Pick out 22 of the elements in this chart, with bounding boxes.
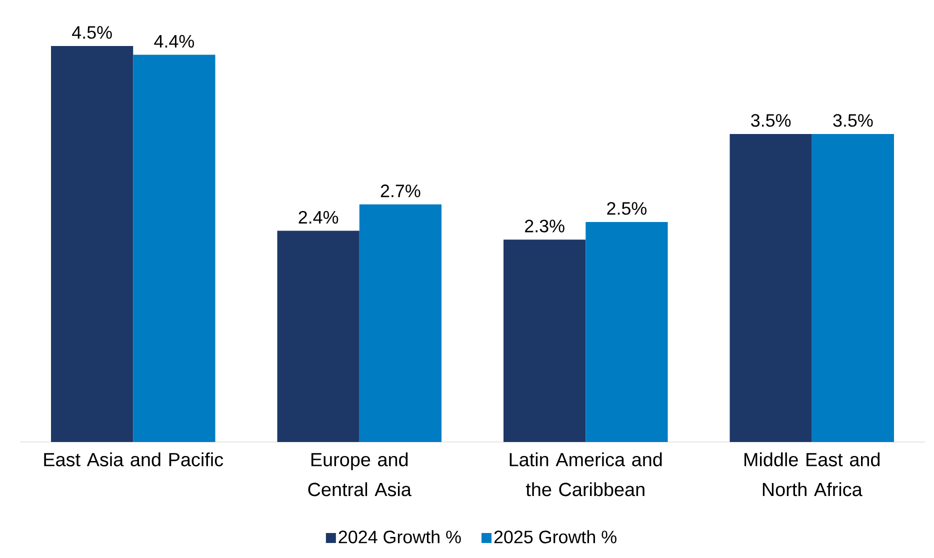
bar: [504, 240, 586, 442]
bar: [359, 204, 442, 442]
bar: [133, 54, 216, 442]
legend-label: 2024 Growth %: [338, 530, 461, 544]
data-label: 2.5%: [607, 202, 646, 215]
data-label: 2.7%: [380, 184, 420, 198]
data-label: 2.4%: [298, 210, 338, 224]
x-tick-label: Europe and Central Asia: [308, 452, 412, 496]
data-label: 2.3%: [525, 220, 564, 232]
bar: [812, 134, 894, 442]
data-label: 3.5%: [833, 114, 873, 127]
bar: [730, 134, 812, 442]
bar: [277, 230, 360, 442]
x-tick-label: Latin America and the Caribbean: [510, 452, 662, 496]
data-label: 4.4%: [154, 35, 194, 48]
data-label: 3.5%: [751, 114, 791, 127]
data-label: 4.5%: [72, 26, 112, 39]
legend-label: 2025 Growth %: [494, 530, 616, 544]
bar: [586, 222, 668, 442]
x-tick-label: East Asia and Pacific: [44, 452, 224, 466]
bar: [50, 46, 134, 442]
x-tick-label: Middle East and North Africa: [744, 452, 880, 496]
